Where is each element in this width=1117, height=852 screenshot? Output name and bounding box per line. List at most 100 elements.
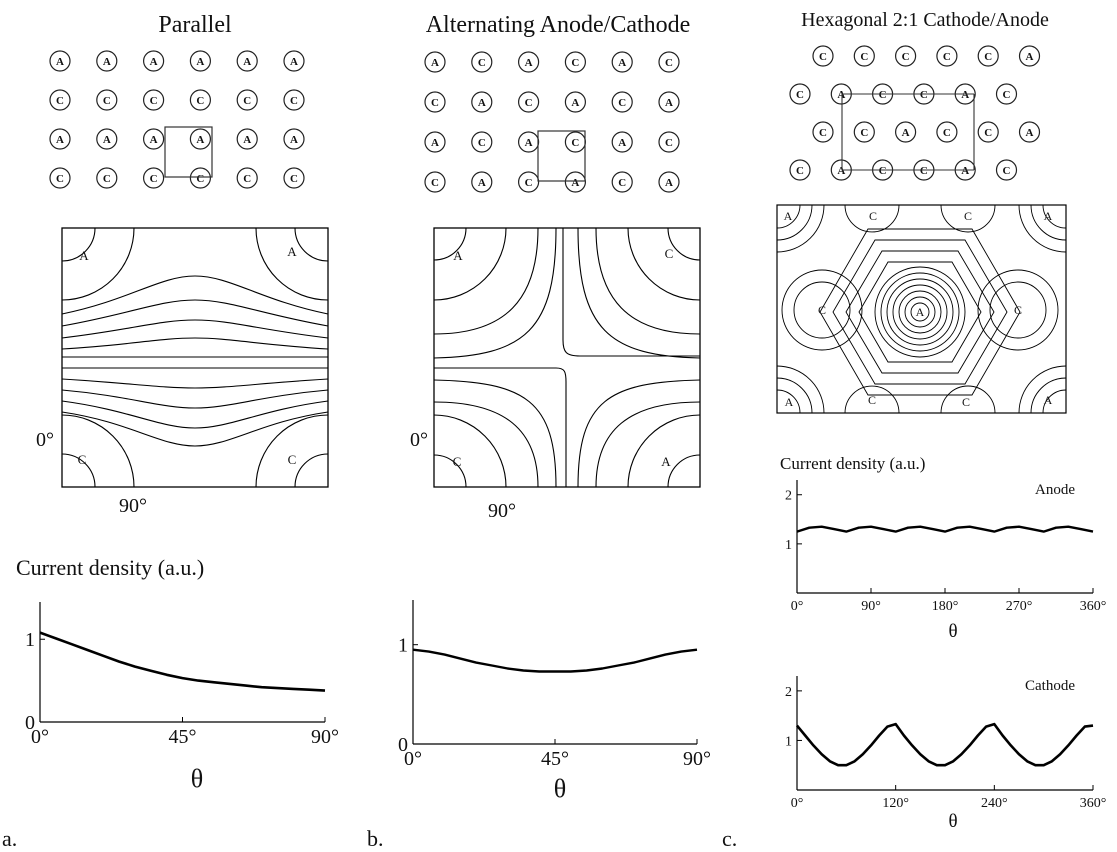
electrode-circle xyxy=(658,131,680,153)
electrode-label: C xyxy=(796,165,804,177)
title-hexagonal: Hexagonal 2:1 Cathode/Anode xyxy=(801,9,1049,31)
electrode-label: C xyxy=(431,97,439,109)
contour-label-c-top-c1: C xyxy=(869,209,877,223)
ylabel-a: Current density (a.u.) xyxy=(16,555,204,580)
xlabel-c-cathode: θ xyxy=(948,811,957,832)
electrode-node: A xyxy=(424,131,446,153)
contour-map-c: A C C A C A C A C C A xyxy=(776,204,1067,414)
electrode-circle xyxy=(49,50,71,72)
panel-label-a: a. xyxy=(2,826,17,851)
electrode-label: C xyxy=(796,89,804,101)
electrode-node: A xyxy=(471,91,493,113)
electrode-circle xyxy=(96,50,118,72)
electrode-label: A xyxy=(837,165,845,177)
electrode-label: A xyxy=(618,137,626,149)
electrode-node: A xyxy=(96,128,118,150)
electrode-label: A xyxy=(290,134,298,146)
contour-frame-b xyxy=(433,227,701,488)
electrode-circle xyxy=(471,51,493,73)
electrode-node: A xyxy=(189,50,211,72)
electrode-node: C xyxy=(564,131,587,153)
electrode-circle xyxy=(564,91,587,113)
electrode-node: C xyxy=(564,51,587,73)
series-line xyxy=(39,631,326,692)
electrode-node: A xyxy=(611,131,633,153)
equipotential-lines-a xyxy=(61,227,329,488)
contour-label-c-center: A xyxy=(916,305,925,319)
unit-cell-b xyxy=(537,130,586,182)
electrode-node: A xyxy=(283,128,305,150)
x-tick-label: 270° xyxy=(1006,599,1033,614)
angle-label-b-vertical: 0° xyxy=(410,429,428,451)
electrode-circle xyxy=(995,159,1018,181)
contour-label-a-bottom-left: C xyxy=(78,452,87,467)
electrode-label: C xyxy=(860,51,868,63)
electrode-node: C xyxy=(611,91,633,113)
electrode-node: A xyxy=(894,121,917,143)
electrode-label: C xyxy=(196,173,204,185)
electrode-node: A xyxy=(49,50,71,72)
electrode-circle xyxy=(424,91,446,113)
electrode-label: C xyxy=(150,173,158,185)
electrode-circle xyxy=(96,167,118,189)
y-tick-label: 1 xyxy=(785,538,792,553)
angle-label-a-vertical: 0° xyxy=(36,429,54,451)
electrode-node: C xyxy=(611,171,633,193)
unit-cell-a xyxy=(164,126,213,178)
electrode-label: A xyxy=(837,89,845,101)
electrode-label: A xyxy=(665,177,673,189)
contour-label-c-mid-right: C xyxy=(1014,303,1022,317)
electrode-circle xyxy=(143,50,165,72)
electrode-node: C xyxy=(143,167,165,189)
electrode-label: C xyxy=(525,97,533,109)
electrode-node: C xyxy=(936,45,958,67)
electrode-node: C xyxy=(424,91,446,113)
contour-label-c-bottom-c1: C xyxy=(868,393,876,407)
electrode-circle xyxy=(894,45,917,67)
y-tick-label: 2 xyxy=(785,489,792,504)
current-density-chart-c-anode: 0° 90° 180° 270° 360° 1 2 Anode xyxy=(785,480,1106,614)
x-tick-label: 120° xyxy=(882,796,909,811)
electrode-circle xyxy=(517,171,540,193)
electrode-label: C xyxy=(290,173,298,185)
electrode-circle xyxy=(471,131,493,153)
electrode-circle xyxy=(236,50,258,72)
electrode-label: C xyxy=(819,127,827,139)
electrode-label: C xyxy=(571,137,579,149)
electrode-label: C xyxy=(984,51,992,63)
x-tick-label: 180° xyxy=(932,599,959,614)
electrode-label: A xyxy=(961,165,969,177)
electrode-node: A xyxy=(1018,45,1041,67)
electrode-node: A xyxy=(658,171,680,193)
electrode-label: A xyxy=(431,137,439,149)
electrode-circle xyxy=(236,89,258,111)
electrode-label: A xyxy=(103,56,111,68)
electrode-node: A xyxy=(611,51,633,73)
y-tick-label: 0 xyxy=(25,712,35,734)
x-tick-label: 0° xyxy=(791,796,804,811)
electrode-circle xyxy=(143,128,165,150)
electrode-label: A xyxy=(56,56,64,68)
angle-label-b-horizontal: 90° xyxy=(488,500,516,522)
unit-cell-c xyxy=(841,93,975,171)
title-alternating: Alternating Anode/Cathode xyxy=(426,12,691,38)
electrode-node: A xyxy=(283,50,305,72)
electrode-node: A xyxy=(658,91,680,113)
electrode-node: C xyxy=(812,45,834,67)
electrode-node: C xyxy=(471,131,493,153)
electrode-node: C xyxy=(658,51,680,73)
electrode-node: A xyxy=(564,91,587,113)
electrode-circle xyxy=(517,91,540,113)
y-tick-label: 1 xyxy=(785,734,792,749)
electrode-circle xyxy=(611,171,633,193)
electrode-circle xyxy=(658,171,680,193)
xlabel-b: θ xyxy=(554,774,566,803)
electrode-label: C xyxy=(243,173,251,185)
electrode-circle xyxy=(143,167,165,189)
electrode-circle xyxy=(1018,45,1041,67)
electrode-circle xyxy=(96,128,118,150)
electrode-label: A xyxy=(150,56,158,68)
electrode-node: C xyxy=(936,121,958,143)
electrode-circle xyxy=(812,45,834,67)
y-tick-label: 0 xyxy=(398,734,408,756)
